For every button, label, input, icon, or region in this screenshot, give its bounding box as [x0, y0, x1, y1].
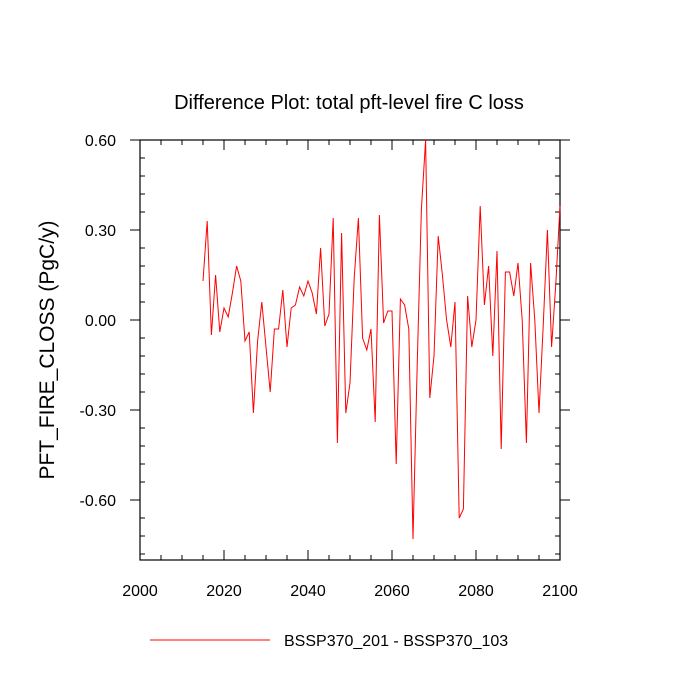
plot-area: 2000 2020 2040 2060 2080 2100 0.60 0.30 0.00 -0.…: [80, 133, 578, 600]
y-tick-labels: 0.60 0.30 0.00 -0.30 -0.60: [80, 133, 117, 510]
series-line: [202, 139, 561, 540]
y-tick-label: 0.60: [85, 133, 116, 150]
x-tick-label: 2080: [458, 583, 494, 600]
x-tick-labels: 2000 2020 2040 2060 2080 2100: [122, 583, 578, 600]
y-tick-label: -0.30: [80, 403, 117, 420]
x-tick-label: 2100: [542, 583, 578, 600]
x-tick-label: 2060: [374, 583, 410, 600]
x-tick-label: 2000: [122, 583, 158, 600]
x-tick-label: 2020: [206, 583, 242, 600]
y-tick-label: -0.60: [80, 493, 117, 510]
chart-title: Difference Plot: total pft-level fire C …: [174, 92, 524, 114]
legend: BSSP370_201 - BSSP370_103: [150, 633, 508, 650]
y-axis-label: PFT_FIRE_CLOSS (PgC/y): [36, 220, 59, 479]
y-tick-label: 0.30: [85, 223, 116, 240]
y-tick-label: 0.00: [85, 313, 116, 330]
x-tick-label: 2040: [290, 583, 326, 600]
axis-ticks: [130, 139, 570, 560]
plot-frame: [139, 139, 561, 561]
legend-label: BSSP370_201 - BSSP370_103: [284, 633, 508, 650]
